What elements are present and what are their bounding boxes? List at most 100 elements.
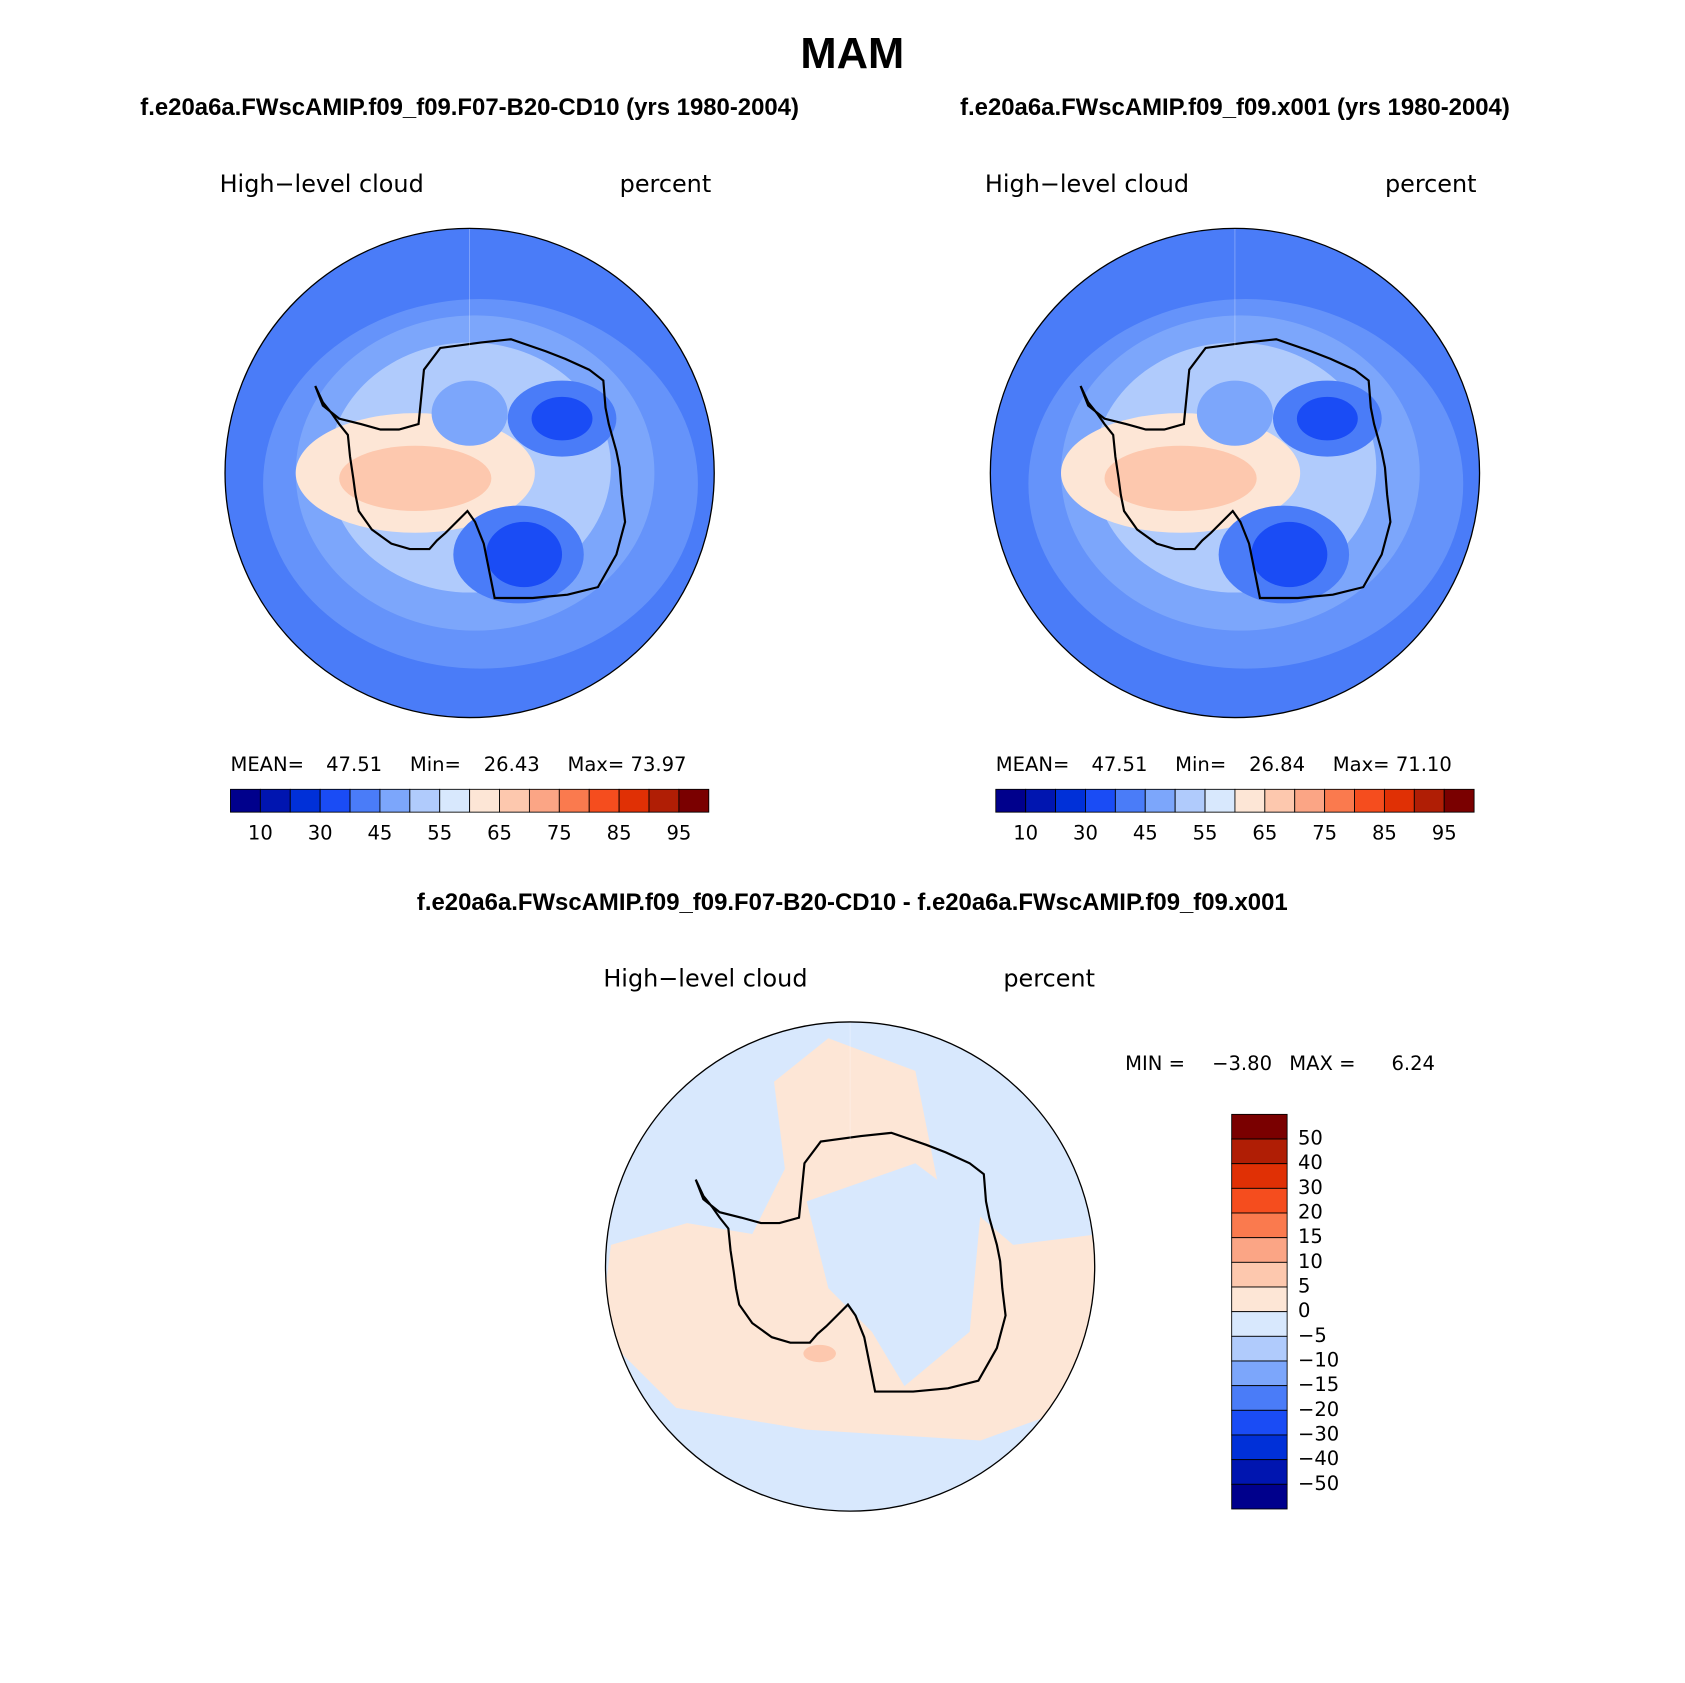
colorbar-box [349, 788, 381, 813]
map-border [604, 1021, 1096, 1512]
colorbar-box [469, 788, 500, 813]
colorbar-label: −30 [1298, 1422, 1339, 1445]
colorbar-label: 95 [666, 821, 691, 844]
field [1251, 521, 1328, 588]
stat-text: 6.24 [1391, 1052, 1435, 1075]
field [1296, 396, 1358, 441]
colorbar-box [1231, 1360, 1288, 1387]
colorbar-label: −20 [1298, 1398, 1339, 1421]
colorbar-box [995, 788, 1027, 813]
colorbar-box [1231, 1113, 1288, 1140]
colorbar-label: 65 [1252, 821, 1277, 844]
coastline [1079, 338, 1392, 600]
colorbar-label: 15 [1298, 1225, 1323, 1248]
colorbar-box [558, 788, 590, 813]
stat-text: Max= [567, 753, 624, 776]
colorbar-box [439, 788, 471, 813]
colorbar-label: 55 [1193, 821, 1218, 844]
polar-map [989, 227, 1481, 719]
colorbar-box [1231, 1335, 1288, 1362]
colorbar-label: 30 [1298, 1176, 1323, 1199]
colorbar-label: 45 [1133, 821, 1158, 844]
colorbar-label: −50 [1298, 1472, 1339, 1495]
colorbar-box [1085, 788, 1116, 813]
map-fields [605, 1021, 1095, 1512]
colorbar-box [1234, 788, 1266, 813]
colorbar-label: 30 [308, 821, 333, 844]
colorbar-label: 10 [1298, 1250, 1323, 1273]
colorbar-box [1231, 1138, 1288, 1165]
units-label: percent [1385, 170, 1477, 198]
colorbar-box [1144, 788, 1176, 813]
colorbar-box [1324, 788, 1355, 813]
colorbar-box [1443, 788, 1475, 813]
main-title: MAM [800, 30, 904, 78]
colorbar-box [409, 788, 441, 813]
stat-text: 71.10 [1396, 753, 1452, 776]
colorbar-box [1231, 1385, 1288, 1411]
stat-text: 26.84 [1249, 753, 1305, 776]
polar-map [224, 227, 715, 719]
coastline [694, 1131, 1007, 1393]
case-title: f.e20a6a.FWscAMIP.f09_f09.F07-B20-CD10 (… [140, 94, 799, 121]
stat-text: Min= [410, 753, 461, 776]
field [531, 396, 593, 441]
field [339, 445, 492, 512]
field [806, 1163, 981, 1387]
colorbar-label: 20 [1298, 1201, 1323, 1224]
colorbar-box [618, 788, 650, 813]
colorbar-box [1231, 1237, 1288, 1263]
colorbar-box [1231, 1311, 1288, 1337]
field [485, 521, 563, 588]
colorbar-box [1025, 788, 1057, 813]
colorbar-label: 0 [1298, 1299, 1310, 1322]
colorbar-box [528, 788, 560, 813]
stat-text: MAX = [1289, 1052, 1355, 1075]
map-border [989, 227, 1481, 719]
stat-text: 26.43 [484, 753, 540, 776]
colorbar-label: −5 [1298, 1324, 1327, 1347]
variable-label: High−level cloud [603, 965, 807, 993]
colorbar-box [1204, 788, 1236, 813]
colorbar-box [1174, 788, 1206, 813]
stat-text: MEAN= [230, 753, 304, 776]
colorbar-box [648, 788, 680, 813]
field [1196, 380, 1273, 446]
stat-text: 73.97 [631, 753, 687, 776]
colorbar-label: 65 [487, 821, 512, 844]
stat-text: 47.51 [1091, 753, 1147, 776]
field [803, 1344, 836, 1363]
colorbar-label: 5 [1298, 1275, 1310, 1298]
colorbar-box [1231, 1409, 1288, 1436]
variable-label: High−level cloud [985, 170, 1189, 198]
colorbar-label: 95 [1432, 821, 1457, 844]
colorbar-box [1231, 1163, 1288, 1189]
colorbar-box [379, 788, 411, 813]
colorbar-box [1231, 1434, 1288, 1461]
colorbar-box [1383, 788, 1415, 813]
map-border [224, 227, 715, 719]
colorbar-label: 10 [248, 821, 273, 844]
colorbar-box [1114, 788, 1146, 813]
colorbar-box [1294, 788, 1326, 813]
colorbar-label: 75 [547, 821, 572, 844]
colorbar-box [1413, 788, 1445, 813]
colorbar-box [499, 788, 530, 813]
stat-text: Max= [1333, 753, 1390, 776]
colorbar-box [1055, 788, 1086, 813]
colorbar-label: −15 [1298, 1373, 1339, 1396]
colorbar-box [1231, 1261, 1288, 1288]
colorbar-box [259, 788, 291, 813]
colorbar-box [1231, 1187, 1288, 1214]
colorbar-box [1264, 788, 1296, 813]
field [1104, 445, 1257, 512]
colorbar-label: 75 [1312, 821, 1337, 844]
stat-text: MEAN= [996, 753, 1070, 776]
colorbar-box [1231, 1459, 1288, 1485]
colorbar-label: 30 [1073, 821, 1098, 844]
field [431, 380, 508, 446]
units-label: percent [620, 170, 712, 198]
stat-text: Min= [1175, 753, 1226, 776]
